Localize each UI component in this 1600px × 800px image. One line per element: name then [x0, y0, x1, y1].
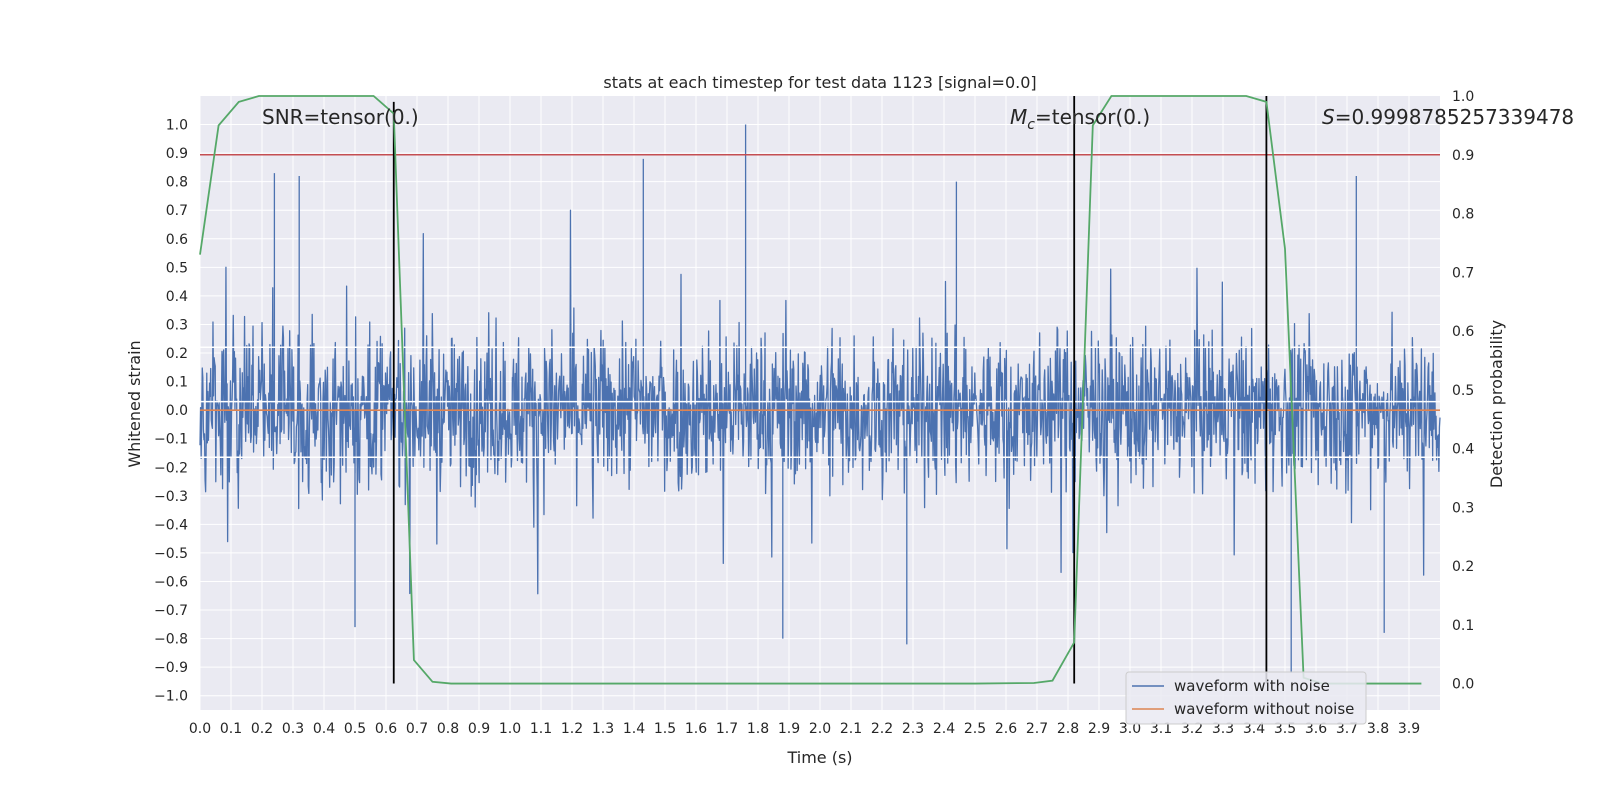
y2-tick-labels: 1.0 0.9 0.8 0.7 0.6 0.5 0.4 0.3 0.2 0.1 0.0 — [1452, 89, 1474, 693]
waveform-with-noise-line — [199, 124, 1441, 673]
x-tick-label: 2.2 — [871, 721, 893, 737]
y-tick-label: 0.6 — [166, 232, 188, 248]
x-tick-label: 1.1 — [530, 721, 552, 737]
y2-tick-label: 0.3 — [1452, 500, 1474, 516]
x-tick-label: 3.2 — [1181, 721, 1203, 737]
annotation-mc-symbol: M — [1010, 105, 1027, 129]
x-tick-label: 0.0 — [189, 721, 211, 737]
y-tick-label: 0.0 — [166, 403, 188, 419]
x-tick-label: 2.7 — [1026, 721, 1048, 737]
x-tick-label: 2.5 — [964, 721, 986, 737]
x-tick-label: 0.2 — [251, 721, 273, 737]
x-tick-label: 3.8 — [1367, 721, 1389, 737]
x-tick-label: 0.8 — [437, 721, 459, 737]
y2-tick-label: 0.6 — [1452, 324, 1474, 340]
x-tick-label: 0.1 — [220, 721, 242, 737]
y-tick-label: 0.8 — [166, 175, 188, 191]
x-tick-label: 0.4 — [313, 721, 335, 737]
y-tick-label: 0.9 — [166, 146, 188, 162]
annotation-score-symbol: S — [1322, 105, 1335, 129]
y-tick-label: 0.7 — [166, 203, 188, 219]
x-tick-label: 1.6 — [685, 721, 707, 737]
vertical-lines — [392, 96, 1268, 684]
y2-tick-label: 0.0 — [1452, 677, 1474, 693]
y-axis-label: Whitened strain — [125, 340, 144, 467]
x-tick-label: 1.7 — [716, 721, 738, 737]
y2-tick-label: 0.4 — [1452, 442, 1474, 458]
x-tick-label: 3.1 — [1150, 721, 1172, 737]
x-tick-label: 1.4 — [623, 721, 645, 737]
y2-tick-label: 0.8 — [1452, 207, 1474, 223]
y-tick-label: −1.0 — [154, 689, 188, 705]
x-tick-label: 0.9 — [468, 721, 490, 737]
x-tick-label: 3.3 — [1212, 721, 1234, 737]
x-axis-label: Time (s) — [786, 748, 852, 767]
y-tick-label: −0.4 — [154, 517, 188, 533]
x-tick-labels: 0.0 0.1 0.2 0.3 0.4 0.5 0.6 0.7 0.8 0.9 1.0 1.1 1.2 1… — [189, 721, 1420, 737]
y-tick-label: −0.3 — [154, 489, 188, 505]
legend-box — [1125, 671, 1367, 725]
x-tick-label: 1.9 — [778, 721, 800, 737]
x-tick-label: 2.4 — [933, 721, 955, 737]
annotation-chirp-mass: Mc=tensor(0.) — [1010, 105, 1150, 133]
x-tick-label: 3.9 — [1398, 721, 1420, 737]
x-tick-label: 0.6 — [375, 721, 397, 737]
x-tick-label: 2.8 — [1057, 721, 1079, 737]
y2-tick-label: 0.5 — [1452, 383, 1474, 399]
series-waveform-with-noise — [199, 124, 1441, 673]
y-tick-label: 1.0 — [166, 118, 188, 134]
x-tick-label: 3.6 — [1305, 721, 1327, 737]
x-tick-label: 1.0 — [499, 721, 521, 737]
annotation-mc-value: =tensor(0.) — [1035, 105, 1150, 129]
series-detection-probability — [199, 95, 1422, 685]
y-tick-label: 0.4 — [166, 289, 188, 305]
x-tick-label: 0.3 — [282, 721, 304, 737]
chart-title: stats at each timestep for test data 112… — [603, 73, 1036, 92]
annotation-score: S=0.9998785257339478 — [1322, 105, 1574, 129]
x-tick-label: 1.8 — [747, 721, 769, 737]
x-tick-label: 2.3 — [902, 721, 924, 737]
x-tick-label: 2.0 — [809, 721, 831, 737]
x-tick-label: 3.5 — [1274, 721, 1296, 737]
legend-label-clean: waveform without noise — [1174, 700, 1354, 718]
x-tick-label: 3.7 — [1336, 721, 1358, 737]
annotation-snr: SNR=tensor(0.) — [262, 105, 419, 129]
x-tick-label: 1.3 — [592, 721, 614, 737]
annotation-mc-subscript: c — [1027, 117, 1035, 133]
y-tick-label: 0.2 — [166, 346, 188, 362]
y2-tick-label: 1.0 — [1452, 89, 1474, 105]
x-tick-label: 3.0 — [1119, 721, 1141, 737]
y2-axis-label: Detection probability — [1487, 320, 1506, 488]
y2-tick-label: 0.7 — [1452, 265, 1474, 281]
y-tick-label: −0.2 — [154, 460, 188, 476]
y-tick-label: −0.6 — [154, 574, 188, 590]
x-tick-label: 2.9 — [1088, 721, 1110, 737]
detection-probability-line — [199, 95, 1422, 685]
y-tick-label: 0.1 — [166, 375, 188, 391]
y-tick-label: 0.5 — [166, 260, 188, 276]
y-tick-label: 0.3 — [166, 317, 188, 333]
x-tick-label: 0.7 — [406, 721, 428, 737]
y2-tick-label: 0.2 — [1452, 559, 1474, 575]
y2-tick-label: 0.9 — [1452, 148, 1474, 164]
y-tick-label: −0.1 — [154, 432, 188, 448]
annotation-score-value: =0.9998785257339478 — [1335, 105, 1574, 129]
x-tick-label: 1.5 — [654, 721, 676, 737]
legend: waveform with noise waveform without noi… — [1125, 671, 1367, 725]
legend-label-noise: waveform with noise — [1174, 677, 1330, 695]
y-tick-label: −0.7 — [154, 603, 188, 619]
x-tick-label: 3.4 — [1243, 721, 1265, 737]
y2-tick-label: 0.1 — [1452, 618, 1474, 634]
y-tick-label: −0.9 — [154, 660, 188, 676]
x-tick-label: 0.5 — [344, 721, 366, 737]
y-tick-label: −0.5 — [154, 546, 188, 562]
y-tick-label: −0.8 — [154, 632, 188, 648]
y-tick-labels: 1.0 0.9 0.8 0.7 0.6 0.5 0.4 0.3 0.2 0.1 0.0 −0.1 −0.… — [154, 118, 188, 705]
x-tick-label: 2.6 — [995, 721, 1017, 737]
x-tick-label: 2.1 — [840, 721, 862, 737]
x-tick-label: 1.2 — [561, 721, 583, 737]
